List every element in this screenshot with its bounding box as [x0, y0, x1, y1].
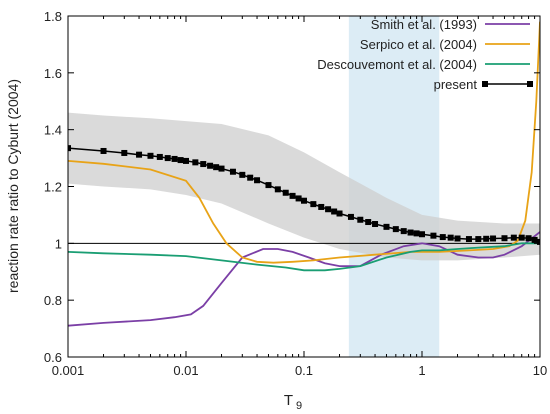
y-tick-label: 1: [55, 236, 62, 251]
data-point: [265, 182, 272, 189]
data-point: [310, 201, 317, 208]
x-tick-label: 0.001: [52, 363, 85, 378]
data-point: [531, 236, 538, 243]
data-point: [289, 192, 296, 199]
data-point: [454, 235, 461, 242]
series-line-smith-et-al-1993: [68, 231, 540, 327]
data-point: [200, 161, 207, 168]
axes-layer: 0.001 0.01 0.1 1 10 0.6 0.8 1 1.2 1.4 1.6 1.8: [44, 9, 547, 378]
legend-label-descouvemont-et-al-2004: Descouvemont et al. (2004): [317, 57, 477, 72]
y-tick-label: 1.4: [44, 123, 62, 138]
data-point: [68, 145, 71, 152]
data-point: [239, 171, 246, 178]
data-point: [301, 197, 307, 204]
data-point: [295, 195, 302, 202]
data-point: [483, 235, 490, 242]
x-tick-label: 10: [533, 363, 547, 378]
data-point: [392, 226, 399, 233]
series-present: [68, 145, 540, 245]
uncertainty-band-layer: [68, 112, 540, 261]
legend-marker: [482, 81, 488, 87]
data-point: [100, 147, 107, 154]
data-point: [218, 165, 225, 172]
data-point: [318, 203, 325, 210]
series-layer: [68, 21, 540, 327]
data-point: [447, 234, 454, 241]
data-point: [183, 157, 189, 164]
data-point: [171, 155, 178, 162]
data-point: [156, 153, 163, 160]
data-point: [537, 238, 540, 245]
data-point: [400, 228, 407, 235]
y-tick-label: 0.8: [44, 293, 62, 308]
legend-marker: [527, 81, 533, 87]
y-tick-label: 1.2: [44, 180, 62, 195]
x-axis-label-main: T: [284, 392, 293, 409]
data-point: [430, 232, 437, 239]
data-point: [121, 149, 128, 156]
data-point: [372, 221, 379, 228]
data-point: [419, 231, 425, 238]
data-point: [383, 223, 390, 230]
series-smith-et-al-1993: [68, 231, 540, 327]
data-point: [282, 189, 289, 196]
data-point: [229, 168, 236, 175]
data-point: [177, 157, 184, 164]
data-point: [510, 234, 517, 241]
data-point: [254, 177, 261, 184]
series-line-descouvemont-et-al-2004: [68, 242, 540, 272]
data-point: [274, 186, 281, 193]
y-tick-label: 0.6: [44, 350, 62, 365]
data-point: [365, 219, 372, 226]
data-point: [192, 159, 199, 166]
legend: Smith et al. (1993) Serpico et al. (2004)…: [317, 17, 533, 92]
data-point: [465, 236, 472, 243]
data-point: [439, 234, 446, 241]
x-tick-label: 1: [418, 363, 425, 378]
data-point: [213, 164, 220, 171]
y-tick-label: 1.8: [44, 9, 62, 24]
data-point: [325, 206, 332, 213]
x-tick-label: 0.01: [173, 363, 198, 378]
data-point: [336, 210, 343, 217]
data-point: [207, 162, 214, 169]
data-point: [490, 235, 497, 242]
x-tick-label: 0.1: [295, 363, 313, 378]
data-point: [347, 213, 354, 220]
data-point: [136, 151, 143, 158]
y-tick-label: 1.6: [44, 66, 62, 81]
x-axis-label-subscript: 9: [296, 400, 302, 412]
data-point: [164, 155, 171, 162]
data-point: [357, 216, 364, 223]
data-point: [147, 152, 154, 159]
data-point: [501, 235, 508, 242]
data-point: [475, 236, 482, 243]
uncertainty-band: [68, 112, 540, 261]
data-point: [413, 230, 420, 237]
series-descouvemont-et-al-2004: [68, 242, 540, 272]
legend-label-serpico-et-al-2004: Serpico et al. (2004): [360, 37, 477, 52]
data-point: [525, 235, 532, 242]
data-point: [331, 208, 338, 215]
data-point: [518, 234, 525, 241]
legend-label-smith-et-al-1993: Smith et al. (1993): [371, 17, 477, 32]
data-point: [407, 229, 414, 236]
y-axis-label: reaction rate ratio to Cyburt (2004): [5, 79, 21, 293]
data-point: [247, 174, 254, 181]
legend-label-present: present: [434, 77, 478, 92]
